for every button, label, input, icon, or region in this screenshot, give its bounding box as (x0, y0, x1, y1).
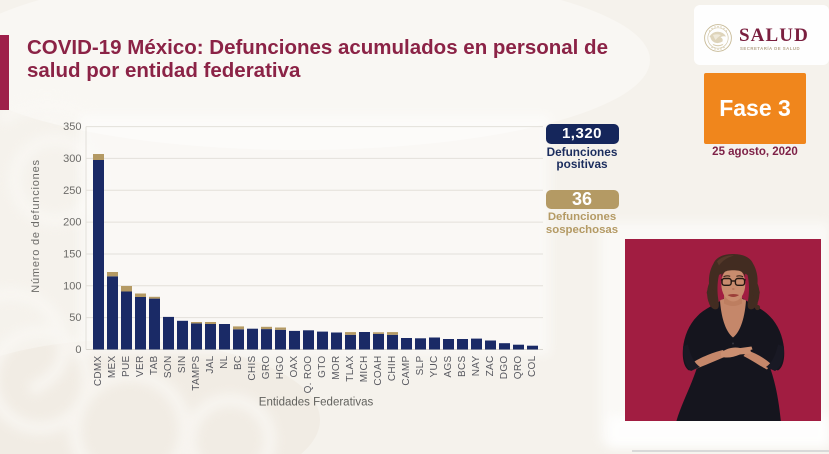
svg-text:AGS: AGS (443, 355, 454, 377)
svg-text:Entidades Federativas: Entidades Federativas (259, 397, 374, 409)
svg-text:CAMP: CAMP (401, 355, 412, 385)
svg-text:350: 350 (63, 121, 81, 133)
svg-text:TAMPS: TAMPS (191, 355, 202, 390)
svg-text:YUC: YUC (429, 356, 440, 378)
svg-text:PUE: PUE (121, 355, 132, 376)
svg-text:200: 200 (63, 217, 81, 229)
svg-text:CHIH: CHIH (387, 356, 398, 382)
svg-text:250: 250 (63, 185, 81, 197)
svg-text:100: 100 (63, 280, 81, 292)
svg-text:QRO: QRO (513, 356, 524, 380)
svg-text:TAB: TAB (149, 355, 160, 375)
svg-text:NL: NL (219, 355, 230, 369)
svg-text:COL: COL (527, 355, 538, 377)
svg-text:COAH: COAH (373, 356, 384, 386)
svg-text:CHIS: CHIS (247, 355, 258, 380)
svg-text:300: 300 (63, 153, 81, 165)
svg-text:VER: VER (135, 356, 146, 377)
svg-text:SON: SON (163, 356, 174, 379)
svg-text:HGO: HGO (275, 356, 286, 380)
svg-text:ZAC: ZAC (485, 356, 496, 377)
svg-text:SLP: SLP (415, 355, 426, 375)
svg-text:Q. ROO: Q. ROO (303, 356, 314, 394)
svg-text:Número de defunciones: Número de defunciones (30, 159, 42, 293)
svg-text:GRO: GRO (261, 356, 272, 380)
svg-text:DGO: DGO (499, 356, 510, 380)
svg-text:CDMX: CDMX (93, 355, 104, 386)
svg-text:MOR: MOR (331, 356, 342, 380)
svg-text:50: 50 (69, 312, 81, 324)
svg-text:SIN: SIN (177, 356, 188, 374)
svg-text:BCS: BCS (457, 355, 468, 376)
svg-text:NAY: NAY (471, 355, 482, 376)
svg-text:0: 0 (75, 344, 81, 356)
svg-text:JAL: JAL (205, 355, 216, 373)
svg-text:OAX: OAX (289, 355, 300, 377)
svg-text:BC: BC (233, 356, 244, 371)
svg-text:150: 150 (63, 249, 81, 261)
svg-text:TLAX: TLAX (345, 355, 356, 381)
svg-text:MICH: MICH (359, 356, 370, 383)
svg-text:GTO: GTO (317, 356, 328, 378)
svg-text:MEX: MEX (107, 355, 118, 378)
